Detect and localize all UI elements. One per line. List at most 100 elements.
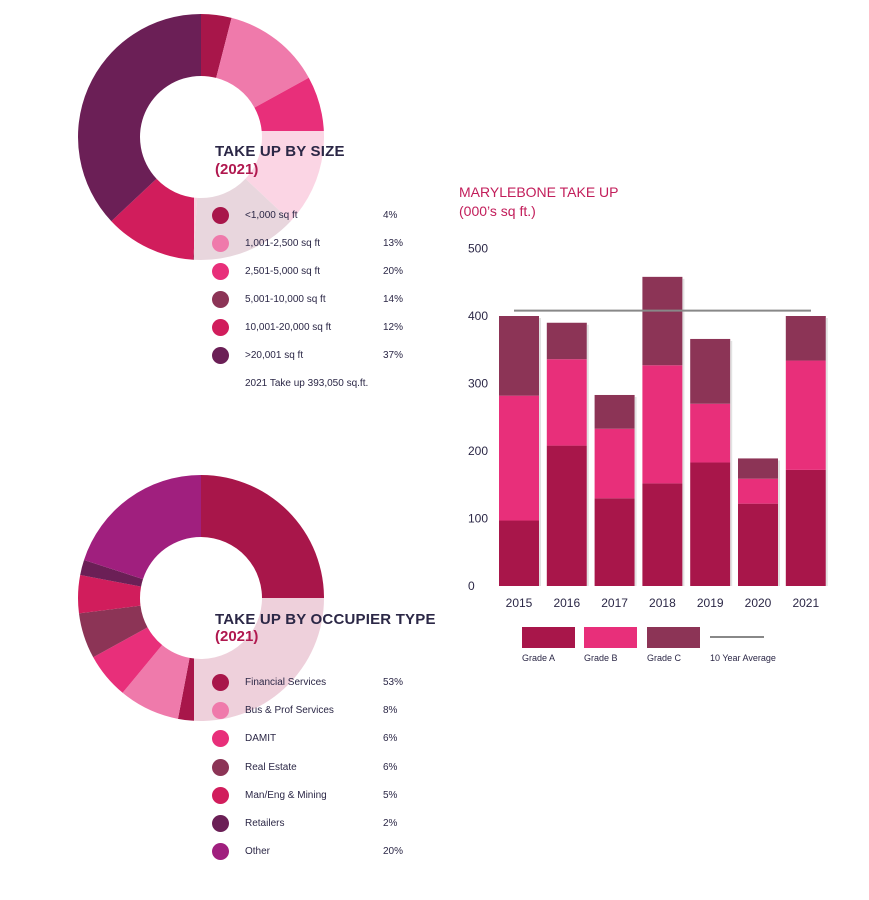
- size-legend-label: 5,001-10,000 sq ft: [245, 294, 326, 305]
- occupier-legend-value: 2%: [383, 818, 398, 829]
- bar-grade-a-2020: [738, 503, 778, 586]
- size-legend-label: 2,501-5,000 sq ft: [245, 266, 321, 277]
- size-legend-value: 13%: [383, 238, 404, 249]
- size-legend-swatch: [212, 207, 229, 224]
- occupier-legend-row: Real Estate 6%: [212, 758, 432, 777]
- bar-grade-c-2015: [499, 316, 539, 396]
- bar-grade-b-2019: [690, 403, 731, 463]
- bar-grade-a-2018: [642, 483, 683, 586]
- occupier-legend-swatch: [212, 702, 229, 720]
- occupier-donut-slice-1: [122, 645, 190, 719]
- occupier-donut-slice-3: [78, 605, 148, 658]
- occupier-legend-swatch: [212, 843, 229, 861]
- occupier-legend-row: Retailers 2%: [212, 815, 432, 833]
- size-legend-swatch: [212, 291, 229, 308]
- bar-grade-b-2016: [546, 359, 587, 446]
- size-legend-swatch: [212, 263, 229, 280]
- size-donut-year: (2021): [215, 161, 259, 178]
- occupier-legend-row: Bus & Prof Services 8%: [212, 702, 432, 720]
- occupier-legend-label: Retailers: [245, 818, 285, 829]
- occupier-legend-swatch: [212, 786, 229, 804]
- occupier-legend-row: Other 20%: [212, 843, 432, 861]
- bar-grade-a-2017: [594, 498, 635, 586]
- bar-grade-c-2016: [546, 322, 587, 360]
- x-tick-label: 2017: [601, 596, 628, 610]
- occupier-legend-row: Financial Services 53%: [212, 674, 432, 692]
- size-legend-swatch: [212, 235, 229, 252]
- x-tick-label: 2019: [697, 596, 724, 610]
- y-tick-label: 500: [468, 242, 488, 256]
- size-donut-title: TAKE UP BY SIZE: [215, 143, 345, 160]
- size-legend-label: 10,001-20,000 sq ft: [245, 322, 332, 333]
- occupier-legend-label: Man/Eng & Mining: [245, 789, 327, 801]
- size-donut-slice-5: [78, 14, 201, 222]
- bar-shadow: [586, 324, 589, 586]
- occupier-legend-value: 5%: [383, 789, 398, 801]
- size-legend-label: <1,000 sq ft: [245, 210, 298, 221]
- size-legend-row: <1,000 sq ft 4%: [212, 207, 432, 225]
- bar-grade-a-2021: [785, 469, 826, 586]
- occupier-donut-slice-6: [84, 475, 201, 580]
- size-legend-row: 1,001-2,500 sq ft 13%: [212, 235, 432, 253]
- legend-swatch-grade-c: [647, 627, 700, 648]
- size-donut-slice-4: [111, 178, 198, 260]
- occupier-legend-value: 6%: [383, 733, 398, 745]
- occupier-donut-year: (2021): [215, 628, 259, 645]
- bar-grade-b-2020: [738, 478, 778, 504]
- occupier-legend-row: DAMIT 6%: [212, 730, 432, 748]
- bar-grade-c-2020: [738, 458, 778, 479]
- bar-grade-b-2017: [594, 428, 635, 499]
- bar-shadow: [682, 278, 685, 586]
- legend-swatch-grade-b: [584, 627, 637, 648]
- bar-chart-subtitle: (000’s sq ft.): [459, 203, 536, 219]
- bar-chart-title: MARYLEBONE TAKE UP: [459, 184, 619, 200]
- occupier-donut-slice-2: [93, 627, 163, 693]
- x-tick-label: 2018: [649, 596, 676, 610]
- occupier-legend-label: DAMIT: [245, 733, 277, 745]
- bar-grade-a-2016: [546, 445, 587, 586]
- bar-grade-a-2015: [499, 520, 539, 586]
- bar-grade-c-2021: [785, 316, 826, 361]
- size-legend-swatch: [212, 319, 229, 336]
- occupier-legend-label: Bus & Prof Services: [245, 705, 334, 717]
- y-tick-label: 0: [468, 579, 475, 593]
- occupier-legend-swatch: [212, 674, 229, 691]
- size-legend-value: 12%: [383, 322, 404, 333]
- x-tick-label: 2021: [792, 596, 819, 610]
- occupier-donut-slice-4: [78, 574, 142, 614]
- occupier-label-panel: [194, 598, 326, 722]
- occupier-legend-row: Man/Eng & Mining 5%: [212, 786, 432, 805]
- size-legend-label: >20,001 sq ft: [245, 350, 304, 361]
- legend-label: Grade B: [584, 653, 618, 663]
- y-tick-label: 200: [468, 444, 488, 458]
- occupier-legend-value: 6%: [383, 761, 398, 773]
- size-legend-value: 20%: [383, 266, 404, 277]
- legend-label: Grade C: [647, 653, 682, 663]
- bar-grade-c-2018: [642, 276, 683, 366]
- size-legend-row: >20,001 sq ft 37%: [212, 347, 432, 365]
- x-tick-label: 2016: [553, 596, 580, 610]
- occupier-donut-slice-5: [80, 559, 143, 587]
- bar-shadow: [825, 318, 828, 586]
- bar-shadow: [730, 340, 733, 586]
- x-tick-label: 2015: [506, 596, 533, 610]
- size-legend-row: 2,501-5,000 sq ft 20%: [212, 263, 432, 281]
- occupier-legend-swatch: [212, 815, 229, 832]
- bar-shadow: [634, 396, 637, 586]
- size-legend-value: 4%: [383, 210, 398, 221]
- occupier-legend-label: Other: [245, 846, 271, 858]
- occupier-legend-value: 20%: [383, 846, 404, 858]
- size-legend-row: 10,001-20,000 sq ft 12%: [212, 319, 432, 337]
- occupier-legend-label: Real Estate: [245, 761, 297, 773]
- size-legend-value: 14%: [383, 294, 404, 305]
- size-legend-swatch: [212, 347, 229, 364]
- bar-grade-b-2015: [499, 395, 539, 521]
- size-legend-value: 37%: [383, 350, 404, 361]
- bar-grade-c-2019: [690, 338, 731, 404]
- legend-label: Grade A: [522, 653, 555, 663]
- occupier-legend-value: 53%: [383, 677, 404, 688]
- size-total-note: 2021 Take up 393,050 sq.ft.: [245, 378, 369, 389]
- occupier-legend-value: 8%: [383, 705, 398, 717]
